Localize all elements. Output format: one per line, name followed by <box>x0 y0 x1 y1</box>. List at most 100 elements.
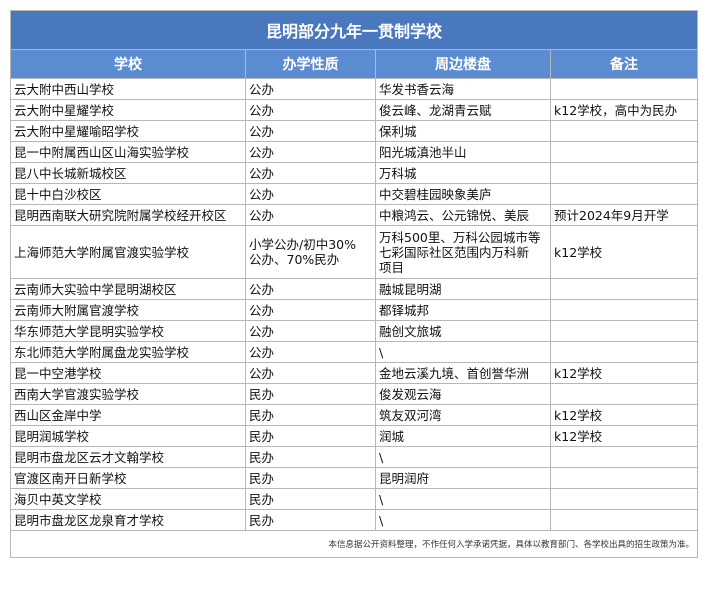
table-cell: 公办 <box>245 78 376 100</box>
table-cell: 昆明西南联大研究院附属学校经开校区 <box>10 204 246 226</box>
table-cell: 官渡区南开日新学校 <box>10 467 246 489</box>
table-cell: 海贝中英文学校 <box>10 488 246 510</box>
table-cell: 公办 <box>245 120 376 142</box>
table-cell: 民办 <box>245 446 376 468</box>
table-cell: 万科城 <box>375 162 551 184</box>
table-cell: k12学校 <box>549 425 699 447</box>
table-row: 上海师范大学附属官渡实验学校 小学公办/初中30% 公办、70%民办 万科500里、… <box>10 225 699 279</box>
table-cell <box>549 383 699 405</box>
table-row: 昆八中长城新城校区 公办 万科城 <box>10 162 699 184</box>
table-cell: 西南大学官渡实验学校 <box>10 383 246 405</box>
table-cell: 民办 <box>245 509 376 531</box>
table-cell <box>549 446 699 468</box>
table-row: 西山区金岸中学 民办 筑友双河湾 k12学校 <box>10 404 699 426</box>
table-row: 西南大学官渡实验学校 民办 俊发观云海 <box>10 383 699 405</box>
table-cell: 民办 <box>245 404 376 426</box>
table-cell: 昆明润府 <box>375 467 551 489</box>
table-cell: 民办 <box>245 488 376 510</box>
table-cell: 云大附中星耀喻昭学校 <box>10 120 246 142</box>
table-cell: 筑友双河湾 <box>375 404 551 426</box>
school-table: 昆明部分九年一贯制学校 学校 办学性质 周边楼盘 备注 云大附中西山学校 公办 华发书香云… <box>9 10 699 558</box>
table-cell: 万科500里、万科公园城市等 七彩国际社区范围内万科新 项目 <box>375 225 551 279</box>
table-cell: \ <box>375 446 551 468</box>
table-row: 昆明润城学校 民办 润城 k12学校 <box>10 425 699 447</box>
table-row: 云南师大附属官渡学校 公办 都铎城邦 <box>10 299 699 321</box>
table-row: 昆明市盘龙区龙泉育才学校 民办 \ <box>10 509 699 531</box>
table-cell: 昆明市盘龙区云才文翰学校 <box>10 446 246 468</box>
table-cell: 昆明市盘龙区龙泉育才学校 <box>10 509 246 531</box>
table-row: 云南师大实验中学昆明湖校区 公办 融城昆明湖 <box>10 278 699 300</box>
table-cell: 华东师范大学昆明实验学校 <box>10 320 246 342</box>
table-cell: 保利城 <box>375 120 551 142</box>
table-cell <box>549 278 699 300</box>
table-cell: 公办 <box>245 278 376 300</box>
table-cell: 都铎城邦 <box>375 299 551 321</box>
table-cell: 云大附中西山学校 <box>10 78 246 100</box>
table-row: 东北师范大学附属盘龙实验学校 公办 \ <box>10 341 699 363</box>
table-cell: 民办 <box>245 467 376 489</box>
table-body: 云大附中西山学校 公办 华发书香云海 云大附中星耀学校 公办 俊云峰、龙湖青云赋 k12学校… <box>10 78 699 531</box>
table-cell: \ <box>375 509 551 531</box>
header-row: 学校 办学性质 周边楼盘 备注 <box>10 49 699 79</box>
table-row: 云大附中西山学校 公办 华发书香云海 <box>10 78 699 100</box>
table-cell: 民办 <box>245 383 376 405</box>
table-row: 华东师范大学昆明实验学校 公办 融创文旅城 <box>10 320 699 342</box>
table-cell <box>549 162 699 184</box>
table-cell: 公办 <box>245 362 376 384</box>
table-cell: 公办 <box>245 299 376 321</box>
table-cell <box>549 509 699 531</box>
table-row: 昆一中附属西山区山海实验学校 公办 阳光城滇池半山 <box>10 141 699 163</box>
table-row: 云大附中星耀喻昭学校 公办 保利城 <box>10 120 699 142</box>
table-cell: 公办 <box>245 183 376 205</box>
table-cell: \ <box>375 488 551 510</box>
table-cell: k12学校 <box>549 404 699 426</box>
table-note: 本信息据公开资料整理，不作任何入学承诺凭据，具体以教育部门、各学校出具的招生政策… <box>9 530 699 558</box>
table-cell: 昆一中附属西山区山海实验学校 <box>10 141 246 163</box>
table-cell: 小学公办/初中30% 公办、70%民办 <box>245 225 376 279</box>
table-cell: 公办 <box>245 341 376 363</box>
table-cell: 昆一中空港学校 <box>10 362 246 384</box>
column-header: 办学性质 <box>245 49 376 79</box>
table-cell: 公办 <box>245 99 376 121</box>
table-cell: 中交碧桂园映象美庐 <box>375 183 551 205</box>
table-cell: 昆八中长城新城校区 <box>10 162 246 184</box>
table-cell: 融城昆明湖 <box>375 278 551 300</box>
table-cell: 中粮鸿云、公元锦悦、美辰 <box>375 204 551 226</box>
table-row: 官渡区南开日新学校 民办 昆明润府 <box>10 467 699 489</box>
table-cell <box>549 141 699 163</box>
table-cell: 公办 <box>245 141 376 163</box>
table-cell <box>549 183 699 205</box>
table-title: 昆明部分九年一贯制学校 <box>9 10 699 50</box>
table-cell <box>549 341 699 363</box>
table-cell: 阳光城滇池半山 <box>375 141 551 163</box>
table-cell: 西山区金岸中学 <box>10 404 246 426</box>
table-cell: k12学校 <box>549 225 699 279</box>
table-cell: 上海师范大学附属官渡实验学校 <box>10 225 246 279</box>
table-cell <box>549 78 699 100</box>
table-cell: 昆明润城学校 <box>10 425 246 447</box>
table-cell: 俊发观云海 <box>375 383 551 405</box>
table-cell <box>549 120 699 142</box>
table-cell: 俊云峰、龙湖青云赋 <box>375 99 551 121</box>
table-cell: 云南师大实验中学昆明湖校区 <box>10 278 246 300</box>
column-header: 备注 <box>549 49 699 79</box>
table-cell <box>549 467 699 489</box>
table-cell: 预计2024年9月开学 <box>549 204 699 226</box>
column-header: 学校 <box>10 49 246 79</box>
table-cell: 公办 <box>245 320 376 342</box>
table-cell: \ <box>375 341 551 363</box>
table-cell <box>549 299 699 321</box>
table-cell: 金地云溪九境、首创誉华洲 <box>375 362 551 384</box>
table-row: 昆十中白沙校区 公办 中交碧桂园映象美庐 <box>10 183 699 205</box>
table-row: 云大附中星耀学校 公办 俊云峰、龙湖青云赋 k12学校，高中为民办 <box>10 99 699 121</box>
table-cell: 昆十中白沙校区 <box>10 183 246 205</box>
table-row: 昆明市盘龙区云才文翰学校 民办 \ <box>10 446 699 468</box>
table-cell: 公办 <box>245 204 376 226</box>
table-cell: 云大附中星耀学校 <box>10 99 246 121</box>
table-cell: 云南师大附属官渡学校 <box>10 299 246 321</box>
table-cell: 融创文旅城 <box>375 320 551 342</box>
column-header: 周边楼盘 <box>375 49 551 79</box>
table-cell <box>549 320 699 342</box>
table-row: 海贝中英文学校 民办 \ <box>10 488 699 510</box>
